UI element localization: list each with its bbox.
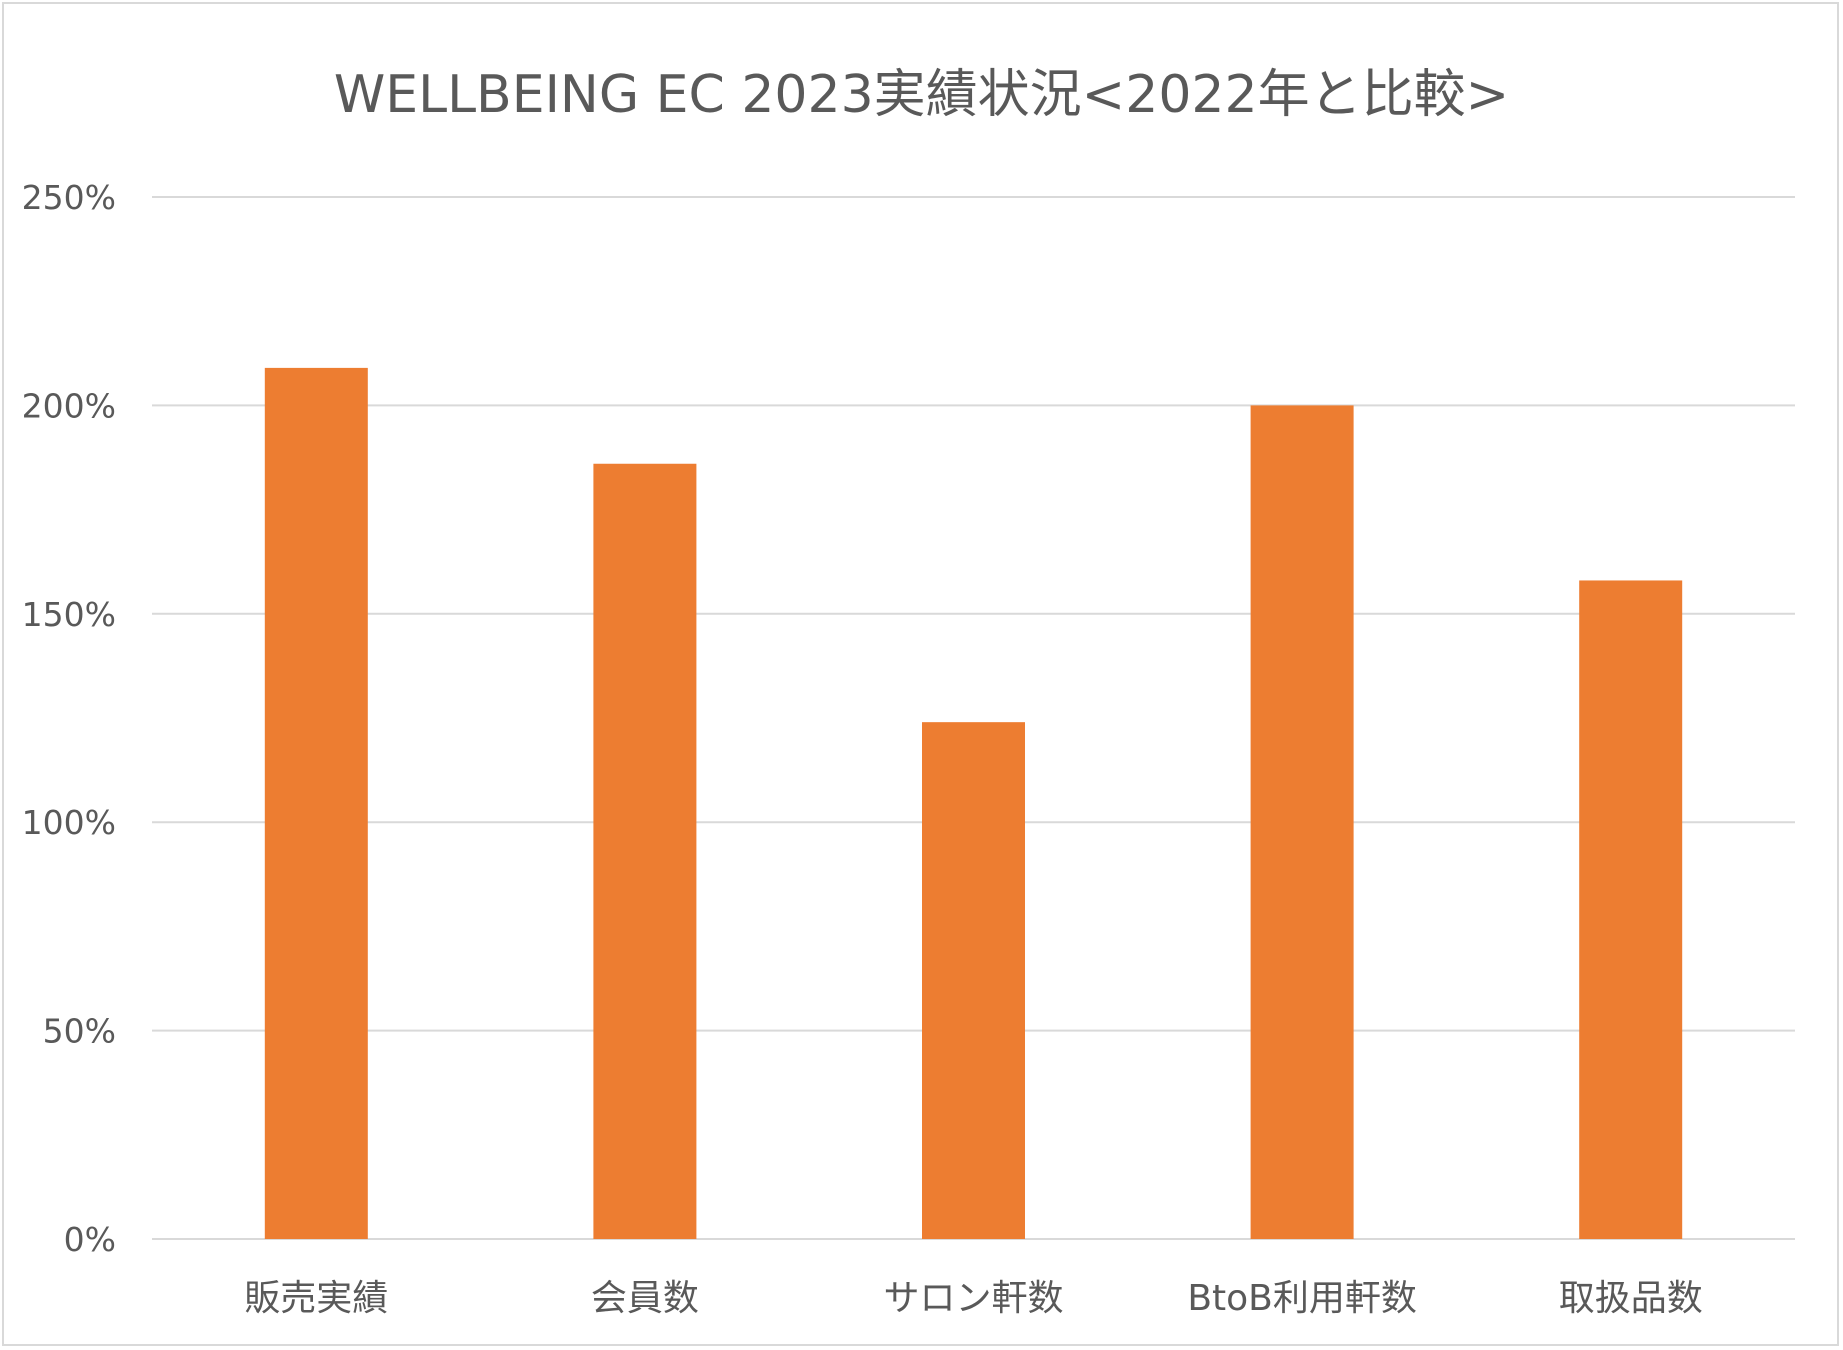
bars — [264, 367, 1683, 1239]
x-category-label: 取扱品数 — [1559, 1278, 1703, 1319]
bar-5 — [1579, 580, 1683, 1239]
y-tick-label: 150% — [22, 595, 116, 634]
y-tick-label: 100% — [22, 803, 116, 842]
x-category-label: 会員数 — [591, 1278, 699, 1319]
y-tick-label: 50% — [43, 1012, 116, 1051]
bar-3 — [922, 722, 1025, 1239]
bar-1 — [264, 367, 368, 1239]
x-category-label: サロン軒数 — [883, 1278, 1063, 1319]
bar-4 — [1250, 405, 1354, 1239]
y-tick-label: 0% — [64, 1220, 116, 1259]
y-axis-tick-labels: 0% 50% 100% 150% 200% 250% — [22, 178, 116, 1259]
bar-2 — [593, 463, 697, 1239]
x-category-label: 販売実績 — [244, 1278, 388, 1319]
chart-title: WELLBEING EC 2023実績状況<2022年と比較> — [333, 65, 1510, 125]
y-tick-label: 250% — [22, 178, 116, 217]
y-tick-label: 200% — [22, 386, 116, 425]
x-axis-category-labels: 販売実績 会員数 サロン軒数 BtoB利用軒数 取扱品数 — [244, 1278, 1702, 1319]
x-category-label: BtoB利用軒数 — [1187, 1278, 1417, 1319]
